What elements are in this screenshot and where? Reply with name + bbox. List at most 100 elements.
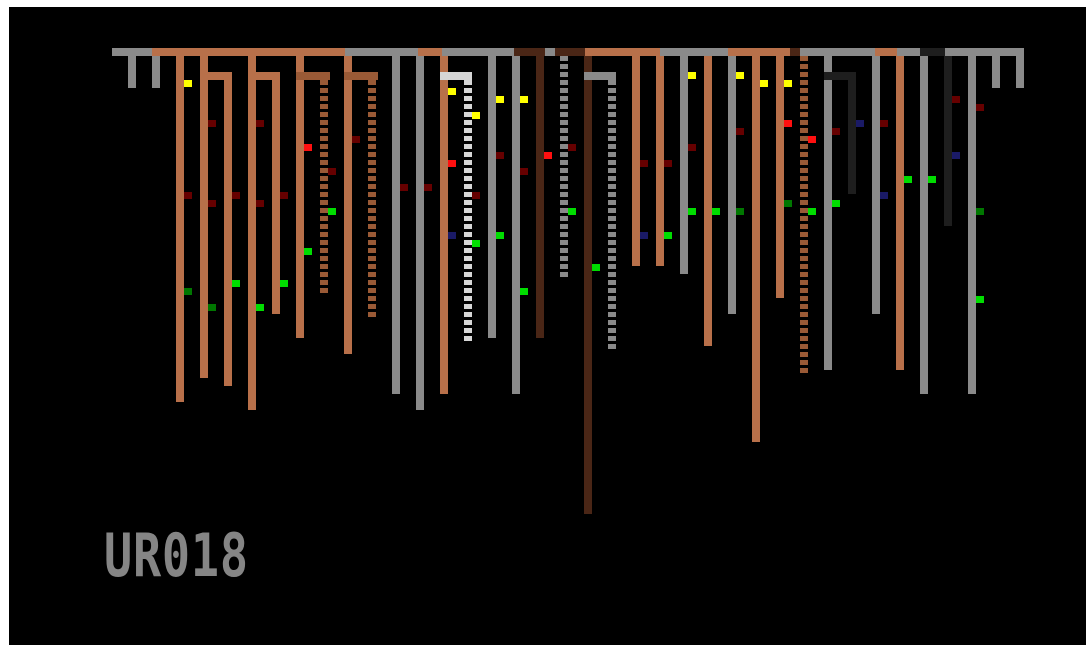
root-segment <box>608 312 616 317</box>
gem <box>400 184 408 191</box>
root-segment <box>536 56 544 338</box>
root-segment <box>320 216 328 221</box>
root-segment <box>800 320 808 325</box>
root-segment <box>368 96 376 101</box>
root-segment <box>488 56 496 338</box>
root-segment <box>464 296 472 301</box>
root-segment <box>800 232 808 237</box>
root-segment <box>464 112 472 117</box>
ceiling-segment <box>875 48 897 56</box>
root-segment <box>608 224 616 229</box>
root-hook <box>248 72 280 80</box>
gem <box>352 136 360 143</box>
root-segment <box>464 240 472 245</box>
root-segment <box>560 224 568 229</box>
root-segment <box>800 152 808 157</box>
root-segment <box>752 56 760 442</box>
ceiling-segment <box>418 48 442 56</box>
root-segment <box>320 272 328 277</box>
gem <box>832 200 840 207</box>
root-segment <box>608 232 616 237</box>
root-segment <box>608 104 616 109</box>
root-segment <box>560 232 568 237</box>
root-segment <box>824 56 832 370</box>
gem <box>304 248 312 255</box>
root-segment <box>896 56 904 370</box>
gem <box>736 208 744 215</box>
root-segment <box>728 56 736 314</box>
root-segment <box>320 184 328 189</box>
root-segment <box>464 184 472 189</box>
root-segment <box>224 72 232 386</box>
root-segment <box>152 56 160 88</box>
root-segment <box>368 112 376 117</box>
root-segment <box>608 88 616 93</box>
root-segment <box>800 216 808 221</box>
gem <box>928 176 936 183</box>
root-segment <box>800 368 808 373</box>
root-segment <box>560 168 568 173</box>
gem <box>592 264 600 271</box>
gem <box>256 200 264 207</box>
gem <box>520 96 528 103</box>
root-segment <box>368 232 376 237</box>
root-segment <box>368 88 376 93</box>
root-segment <box>560 88 568 93</box>
gem <box>568 208 576 215</box>
ceiling-segment <box>660 48 728 56</box>
ceiling-segment <box>800 48 875 56</box>
root-segment <box>368 104 376 109</box>
root-segment <box>464 160 472 165</box>
root-hook <box>584 72 616 80</box>
gem <box>328 168 336 175</box>
gem <box>664 232 672 239</box>
root-segment <box>608 240 616 245</box>
root-segment <box>800 176 808 181</box>
root-segment <box>608 272 616 277</box>
root-segment <box>368 280 376 285</box>
root-segment <box>512 56 520 394</box>
gem <box>208 304 216 311</box>
gem <box>856 120 864 127</box>
root-segment <box>464 88 472 93</box>
root-segment <box>368 128 376 133</box>
root-segment <box>320 144 328 149</box>
root-segment <box>560 104 568 109</box>
root-segment <box>368 224 376 229</box>
gem <box>184 288 192 295</box>
root-segment <box>560 184 568 189</box>
gem <box>424 184 432 191</box>
root-segment <box>800 72 808 77</box>
root-segment <box>368 136 376 141</box>
ceiling-segment <box>728 48 790 56</box>
root-segment <box>800 184 808 189</box>
root-segment <box>320 168 328 173</box>
root-segment <box>320 160 328 165</box>
root-segment <box>464 232 472 237</box>
root-segment <box>608 208 616 213</box>
ceiling-segment <box>920 48 945 56</box>
root-segment <box>464 328 472 333</box>
root-segment <box>464 192 472 197</box>
gem <box>496 96 504 103</box>
gem <box>976 104 984 111</box>
root-segment <box>320 80 328 85</box>
root-segment <box>560 152 568 157</box>
ceiling-segment <box>555 48 585 56</box>
root-segment <box>368 240 376 245</box>
root-segment <box>608 320 616 325</box>
root-segment <box>608 288 616 293</box>
root-segment <box>464 264 472 269</box>
ceiling-segment <box>442 48 514 56</box>
root-segment <box>320 256 328 261</box>
root-segment <box>608 304 616 309</box>
root-segment <box>800 312 808 317</box>
root-segment <box>800 280 808 285</box>
root-segment <box>296 56 304 338</box>
root-segment <box>560 96 568 101</box>
gem <box>760 80 768 87</box>
root-segment <box>560 264 568 269</box>
root-segment <box>368 160 376 165</box>
gem <box>448 160 456 167</box>
root-segment <box>608 176 616 181</box>
